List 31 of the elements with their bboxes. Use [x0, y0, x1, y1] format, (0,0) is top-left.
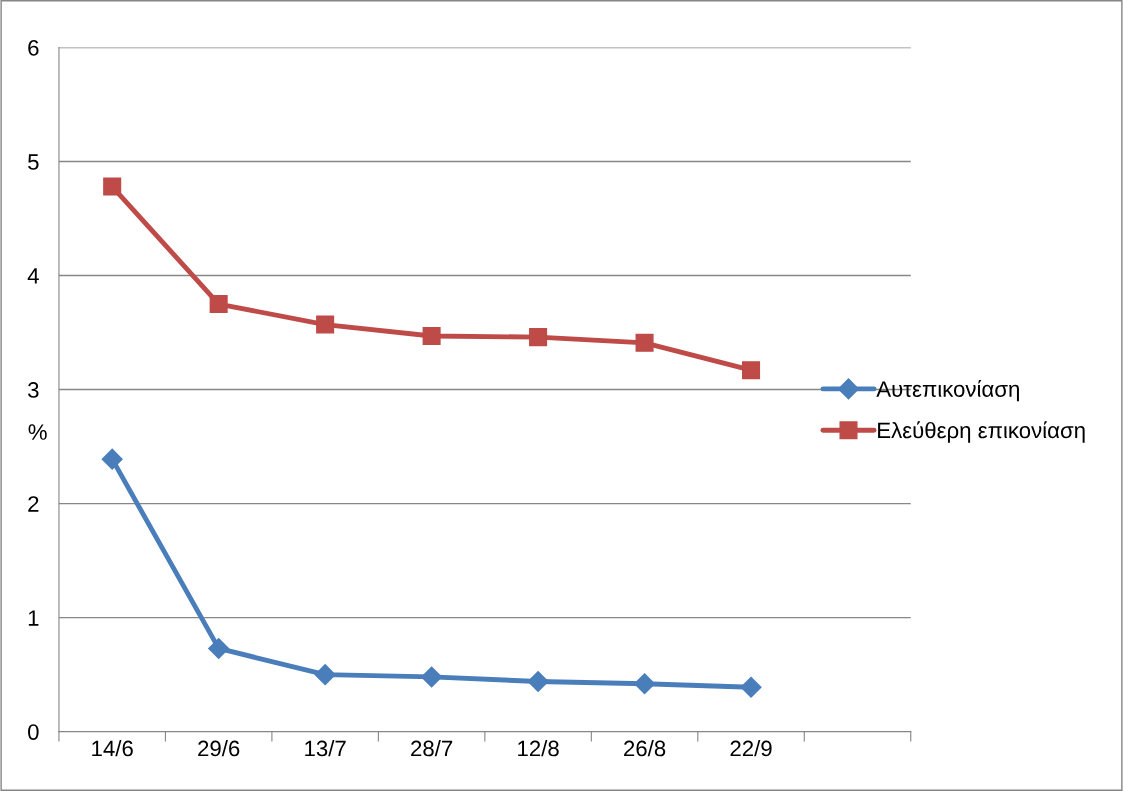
legend-label: Αυτεπικονίαση [876, 379, 1019, 402]
point [742, 361, 761, 380]
x-tick-label: 14/6 [92, 740, 133, 757]
x-tick-label: 28/7 [411, 740, 453, 757]
x-tick-label: 26/8 [624, 740, 666, 757]
point [103, 177, 122, 196]
y-tick-label: 2 [28, 496, 39, 512]
y-tick-label: 1 [28, 610, 39, 626]
point [634, 673, 656, 695]
x-tick-label: 22/9 [730, 740, 772, 757]
point [421, 666, 443, 688]
point [314, 664, 336, 686]
point [422, 326, 441, 345]
y-tick-label: 3 [28, 382, 39, 398]
point [527, 670, 549, 693]
y-tick-label: 0 [28, 724, 39, 740]
y-axis-title: % [28, 424, 47, 440]
x-tick-label: 12/8 [518, 740, 559, 757]
point [740, 676, 762, 698]
x-tick-label: 29/6 [198, 740, 240, 757]
y-tick-label: 5 [28, 154, 39, 170]
x-tick-label: 13/7 [305, 740, 346, 757]
point [209, 295, 228, 314]
point [101, 448, 123, 470]
legend-label: Ελεύθερη επικονίαση [878, 421, 1085, 443]
point [635, 333, 654, 352]
point [529, 328, 548, 347]
y-tick-label: 4 [27, 268, 39, 284]
point [316, 315, 335, 334]
y-tick-label: 6 [28, 39, 39, 56]
point [208, 637, 230, 659]
